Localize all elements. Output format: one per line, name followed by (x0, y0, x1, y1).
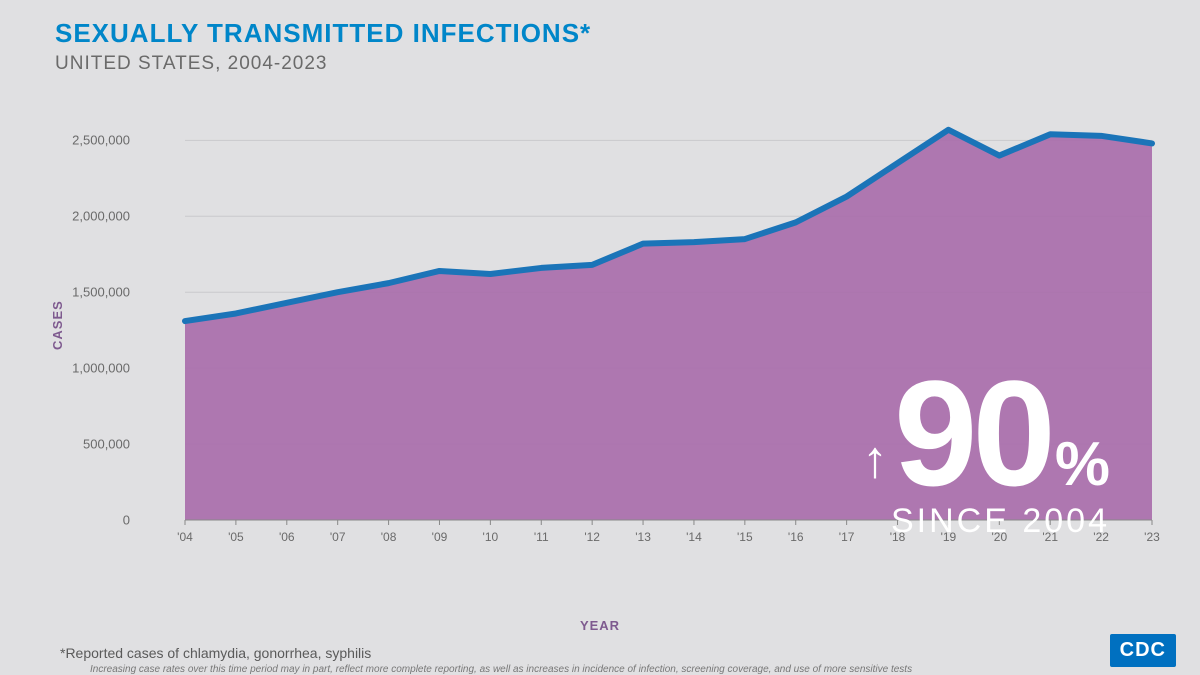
x-tick-label: '11 (534, 530, 549, 544)
callout-number: 90 (894, 370, 1051, 498)
x-tick-label: '22 (1093, 530, 1109, 544)
x-tick-label: '04 (177, 530, 193, 544)
x-tick-label: '21 (1042, 530, 1058, 544)
fine-note: Increasing case rates over this time per… (90, 664, 1090, 675)
arrow-up-icon: ↑ (862, 434, 888, 486)
x-tick-label: '15 (737, 530, 753, 544)
y-tick-label: 500,000 (65, 437, 130, 452)
x-axis-label: YEAR (580, 618, 620, 633)
chart-area: ↑ 90 % SINCE 2004 (110, 100, 1170, 600)
x-tick-label: '07 (330, 530, 346, 544)
y-tick-label: 1,000,000 (65, 361, 130, 376)
y-tick-label: 2,000,000 (65, 209, 130, 224)
x-tick-label: '16 (788, 530, 804, 544)
cdc-logo: CDC (1110, 634, 1176, 667)
x-tick-label: '14 (686, 530, 702, 544)
x-tick-label: '13 (635, 530, 651, 544)
chart-subtitle: UNITED STATES, 2004-2023 (55, 53, 1200, 75)
y-tick-label: 0 (65, 513, 130, 528)
x-tick-label: '05 (228, 530, 244, 544)
callout-percent: % (1055, 429, 1110, 500)
x-tick-label: '10 (483, 530, 499, 544)
x-tick-label: '23 (1144, 530, 1160, 544)
x-tick-label: '12 (584, 530, 600, 544)
y-tick-label: 2,500,000 (65, 133, 130, 148)
chart-header: SEXUALLY TRANSMITTED INFECTIONS* UNITED … (0, 0, 1200, 75)
y-tick-label: 1,500,000 (65, 285, 130, 300)
chart-title: SEXUALLY TRANSMITTED INFECTIONS* (55, 18, 1200, 49)
x-tick-label: '09 (432, 530, 448, 544)
footnote: *Reported cases of chlamydia, gonorrhea,… (60, 645, 371, 661)
x-tick-label: '19 (941, 530, 957, 544)
x-tick-label: '08 (381, 530, 397, 544)
callout-stat: ↑ 90 % SINCE 2004 (862, 370, 1110, 541)
x-tick-label: '20 (991, 530, 1007, 544)
x-tick-label: '06 (279, 530, 295, 544)
x-tick-label: '17 (839, 530, 855, 544)
y-axis-label: CASES (50, 300, 65, 350)
x-tick-label: '18 (890, 530, 906, 544)
